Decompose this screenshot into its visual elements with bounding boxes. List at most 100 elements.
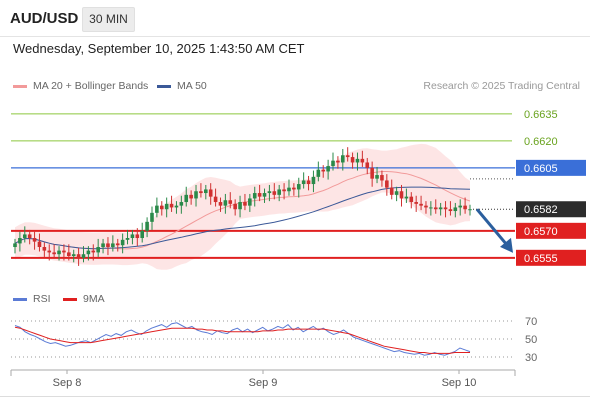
candle-body-54: [277, 189, 281, 195]
candle-body-83: [419, 203, 423, 206]
ma50-line: [14, 186, 471, 250]
candle-body-2: [22, 234, 27, 239]
rsi-swatch: [13, 297, 27, 301]
legend-ma50: MA 50: [157, 80, 207, 92]
candle-body-15: [86, 250, 91, 255]
candle-body-55: [282, 189, 286, 192]
candle-body-62: [316, 169, 321, 177]
forecast-arrow-head: [500, 237, 513, 253]
credit-label: Research © 2025 Trading Central: [423, 80, 580, 92]
candle-body-4: [32, 238, 37, 242]
candle-body-7: [47, 250, 52, 253]
candle-body-12: [71, 254, 76, 257]
candle-body-27: [145, 221, 149, 231]
rsi-label: RSI: [33, 293, 51, 305]
candle-body-16: [91, 250, 96, 253]
ma9-label: 9MA: [83, 293, 105, 305]
candle-body-51: [262, 193, 267, 197]
candle-body-65: [331, 160, 335, 167]
candle-body-43: [223, 200, 228, 206]
level-label-1: 0.6620: [524, 136, 558, 148]
candle-body-35: [184, 194, 189, 203]
candle-body-11: [67, 252, 71, 257]
candle-body-71: [360, 158, 365, 163]
candle-body-6: [42, 247, 47, 251]
level-label-4: 0.6555: [524, 253, 558, 265]
candle-body-23: [125, 238, 130, 240]
candle-body-9: [57, 250, 61, 255]
candle-body-32: [169, 203, 174, 208]
rsi-ma-line: [14, 326, 470, 354]
candle-body-74: [375, 175, 379, 179]
candle-body-26: [140, 230, 145, 239]
candle-body-89: [448, 209, 453, 212]
candle-body-46: [238, 202, 242, 210]
candle-body-93: [468, 209, 472, 211]
candle-body-33: [174, 205, 179, 208]
candle-body-40: [208, 189, 213, 197]
legend-ma20: MA 20 + Bollinger Bands: [13, 80, 148, 92]
candle-body-59: [301, 180, 306, 185]
rsi-tick-1: 50: [525, 334, 537, 346]
candle-body-85: [429, 207, 433, 209]
candle-body-57: [292, 187, 296, 190]
candle-body-79: [399, 191, 404, 199]
candle-body-80: [404, 196, 409, 199]
candle-body-13: [76, 254, 81, 258]
candle-body-44: [228, 200, 233, 204]
level-label-bg-4: [516, 249, 586, 266]
candle-body-76: [385, 180, 389, 188]
datetime-label: Wednesday, September 10, 2025 1:43:50 AM…: [13, 41, 305, 56]
candle-body-37: [194, 191, 198, 199]
candle-body-70: [355, 158, 360, 163]
candle-body-67: [340, 155, 345, 163]
ma9-swatch: [63, 297, 77, 301]
candle-body-45: [233, 203, 237, 210]
candle-body-60: [306, 180, 311, 185]
level-label-bg-2: [516, 159, 586, 176]
candle-body-5: [37, 241, 42, 248]
candle-body-73: [370, 167, 374, 179]
level-label-3: 0.6570: [524, 226, 558, 238]
candle-body-1: [18, 238, 22, 244]
legend-rsi: RSI: [13, 293, 51, 305]
candle-body-36: [189, 194, 193, 199]
candle-body-64: [326, 166, 330, 172]
candle-body-48: [248, 198, 252, 206]
candle-body-69: [350, 157, 355, 163]
level-label-2: 0.6605: [524, 163, 558, 175]
candle-body-77: [389, 187, 394, 195]
ma50-label: MA 50: [177, 80, 207, 92]
ma50-swatch: [157, 84, 171, 88]
ma20-label: MA 20 + Bollinger Bands: [33, 80, 149, 92]
candle-body-20: [111, 243, 115, 248]
candle-body-53: [272, 191, 277, 195]
candle-body-41: [213, 196, 218, 203]
candle-body-50: [257, 193, 262, 197]
candle-body-17: [96, 247, 100, 253]
ma20-swatch: [13, 84, 27, 88]
candle-body-34: [179, 202, 184, 206]
timeframe-button[interactable]: 30 MIN: [82, 7, 135, 32]
candle-body-63: [321, 169, 326, 172]
candle-body-22: [120, 239, 125, 246]
candle-body-42: [218, 202, 223, 206]
legend-9ma: 9MA: [63, 293, 105, 305]
candle-body-25: [135, 234, 140, 239]
candle-body-90: [453, 207, 458, 212]
symbol-title: AUD/USD: [10, 10, 79, 27]
candle-body-19: [106, 243, 110, 248]
candle-body-47: [243, 202, 247, 206]
candle-body-58: [296, 184, 301, 190]
candle-body-86: [433, 207, 438, 210]
forecast-arrow-shaft: [475, 208, 508, 245]
candle-body-30: [159, 205, 164, 210]
candle-body-49: [252, 193, 257, 199]
candle-body-88: [443, 207, 448, 210]
candle-body-56: [287, 187, 291, 192]
candle-body-29: [155, 205, 159, 213]
candle-body-84: [424, 205, 428, 208]
candle-body-24: [130, 234, 135, 239]
candle-body-10: [62, 250, 66, 253]
